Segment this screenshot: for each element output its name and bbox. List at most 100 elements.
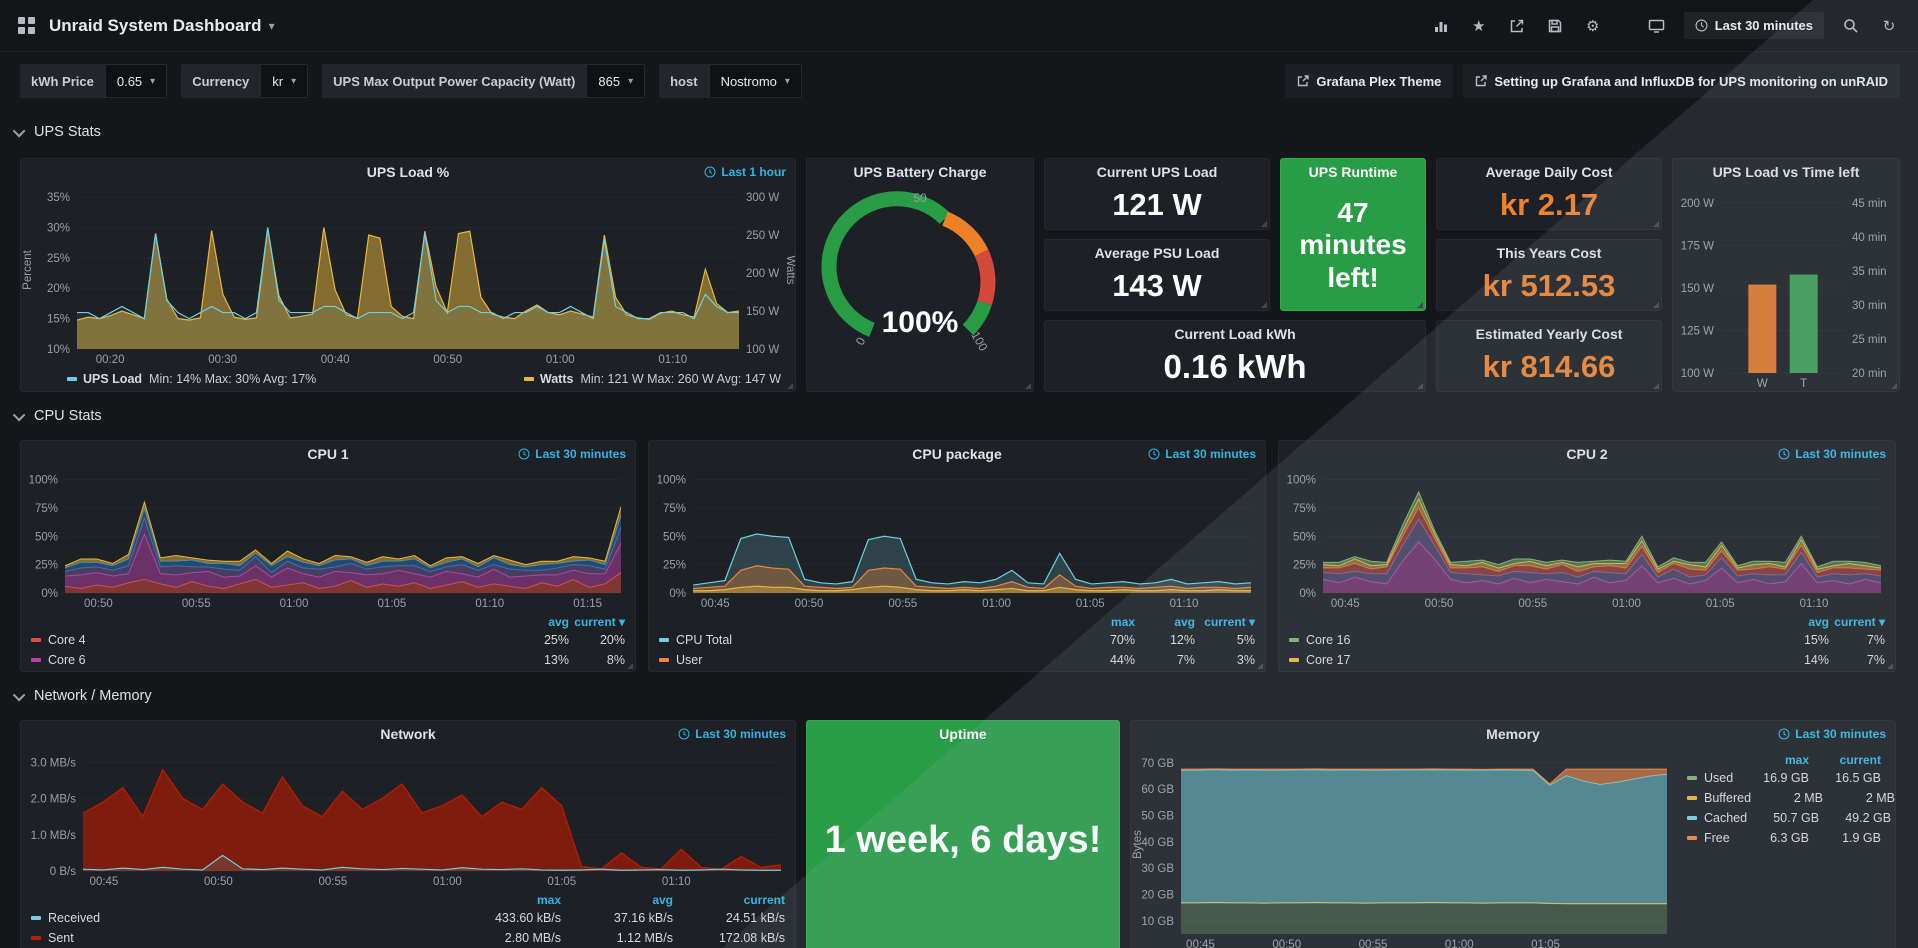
variable-value-dropdown[interactable]: Nostromo ▾ bbox=[708, 64, 802, 98]
panel-ups-battery-charge: UPS Battery Charge 0 50 100 100% bbox=[806, 158, 1034, 392]
svg-text:00:50: 00:50 bbox=[84, 598, 113, 610]
svg-text:150 W: 150 W bbox=[746, 306, 779, 318]
variable-label: UPS Max Output Power Capacity (Watt) bbox=[322, 64, 587, 98]
panel-title[interactable]: Average Daily Cost bbox=[1485, 164, 1613, 180]
panel-title[interactable]: Current Load kWh bbox=[1174, 326, 1296, 342]
legend-series-name[interactable]: CPU Total bbox=[659, 633, 1075, 647]
cpu2-graph[interactable]: 0% 25% 50% 75% 100% 00:45 00:50 00:55 01:00 01:05… bbox=[1279, 467, 1895, 611]
legend-column-header[interactable]: avg bbox=[1808, 614, 1829, 629]
time-range-button[interactable]: Last 30 minutes bbox=[1683, 12, 1824, 39]
legend-column-header[interactable]: avg bbox=[652, 892, 673, 907]
star-icon[interactable]: ★ bbox=[1472, 17, 1486, 35]
svg-text:1.0 MB/s: 1.0 MB/s bbox=[31, 830, 77, 842]
legend-series-name[interactable]: Core 16 bbox=[1289, 633, 1773, 647]
series-color-marker bbox=[1687, 796, 1697, 800]
row-header-network-memory[interactable]: Network / Memory bbox=[12, 682, 152, 710]
legend-item[interactable]: Watts Min: 121 W Max: 260 W Avg: 147 W bbox=[523, 372, 781, 386]
dashboard-link-setup-guide[interactable]: Setting up Grafana and InfluxDB for UPS … bbox=[1463, 64, 1900, 98]
legend-series-name[interactable]: Buffered bbox=[1687, 791, 1751, 805]
panel-title[interactable]: UPS Runtime bbox=[1308, 164, 1398, 180]
series-color-marker bbox=[1687, 836, 1697, 840]
panel-title[interactable]: Memory bbox=[1486, 726, 1540, 742]
chevron-down-icon: ▾ bbox=[628, 75, 634, 87]
legend-column-header[interactable]: current bbox=[1839, 752, 1881, 767]
svg-text:01:10: 01:10 bbox=[658, 354, 687, 366]
ups-vs-time-bar-chart[interactable]: 100 W 125 W 150 W 175 W 200 W 20 min 25 min 30 … bbox=[1673, 183, 1899, 391]
ups-load-graph[interactable]: 10% 15% 20% 25% 30% 35% 100 W 150 W 200 W 250 W 30… bbox=[21, 183, 796, 367]
legend-column-header[interactable]: current bbox=[743, 892, 785, 907]
svg-text:01:10: 01:10 bbox=[475, 598, 504, 610]
panel-title[interactable]: CPU package bbox=[912, 446, 1002, 462]
panel-title[interactable]: UPS Battery Charge bbox=[853, 164, 987, 180]
panel-title[interactable]: Estimated Yearly Cost bbox=[1475, 326, 1623, 342]
legend-row: CPU Total 70% 12% 5% bbox=[649, 630, 1265, 650]
cpu1-graph[interactable]: 0% 25% 50% 75% 100% 00:50 00:55 01:00 01:05 01:10… bbox=[21, 467, 635, 611]
svg-text:00:40: 00:40 bbox=[321, 354, 350, 366]
legend-series-name[interactable]: Used bbox=[1687, 771, 1737, 785]
svg-text:150 W: 150 W bbox=[1681, 283, 1714, 295]
share-icon[interactable] bbox=[1506, 15, 1528, 37]
row-header-ups-stats[interactable]: UPS Stats bbox=[12, 118, 101, 146]
panel-title[interactable]: This Years Cost bbox=[1496, 245, 1602, 261]
add-panel-icon[interactable] bbox=[1430, 15, 1452, 37]
legend-series-name[interactable]: User bbox=[659, 653, 1075, 667]
legend-value: 7% bbox=[1176, 653, 1195, 667]
legend-column-header[interactable]: avg bbox=[1174, 614, 1195, 629]
panel-title[interactable]: CPU 1 bbox=[307, 446, 349, 462]
svg-text:175 W: 175 W bbox=[1681, 240, 1714, 252]
row-header-cpu-stats[interactable]: CPU Stats bbox=[12, 402, 102, 430]
cpu-package-graph[interactable]: 0% 25% 50% 75% 100% 00:45 00:50 00:55 01:00 01:05… bbox=[649, 467, 1265, 611]
svg-text:30 GB: 30 GB bbox=[1141, 863, 1174, 875]
time-override-badge: Last 30 minutes bbox=[678, 727, 786, 741]
cpu2-legend: avg current ▾ Core 16 15% 7% Core 17 14% 7% bbox=[1279, 613, 1895, 670]
legend-column-header[interactable]: current ▾ bbox=[574, 614, 625, 629]
legend-series-name[interactable]: Free bbox=[1687, 831, 1737, 845]
legend-column-header[interactable]: avg bbox=[548, 614, 569, 629]
legend-item[interactable]: UPS Load Min: 14% Max: 30% Avg: 17% bbox=[67, 372, 316, 386]
legend-row: Received 433.60 kB/s 37.16 kB/s 24.51 kB/s bbox=[21, 908, 795, 928]
legend-column-header[interactable]: max bbox=[1110, 614, 1135, 629]
panel-title[interactable]: Uptime bbox=[939, 726, 987, 742]
legend-column-header[interactable]: max bbox=[1784, 752, 1809, 767]
variable-value-dropdown[interactable]: kr ▾ bbox=[260, 64, 309, 98]
cycle-view-monitor-icon[interactable] bbox=[1646, 15, 1668, 37]
dashboard-link-plex-theme[interactable]: Grafana Plex Theme bbox=[1285, 64, 1454, 98]
svg-text:Percent: Percent bbox=[22, 249, 34, 289]
legend-column-header[interactable]: max bbox=[536, 892, 561, 907]
panel-title[interactable]: CPU 2 bbox=[1566, 446, 1608, 462]
legend-series-name[interactable]: Received bbox=[31, 911, 449, 925]
legend-series-name[interactable]: Cached bbox=[1687, 811, 1747, 825]
panel-title[interactable]: UPS Load vs Time left bbox=[1712, 164, 1860, 180]
variable-value-dropdown[interactable]: 0.65 ▾ bbox=[104, 64, 168, 98]
panel-title[interactable]: Network bbox=[380, 726, 436, 742]
panel-memory: Memory Last 30 minutes 10 GB 20 GB 30 GB 40… bbox=[1130, 720, 1896, 948]
search-icon[interactable] bbox=[1840, 15, 1862, 37]
legend-column-header[interactable]: current ▾ bbox=[1834, 614, 1885, 629]
apps-grid-icon[interactable] bbox=[18, 17, 35, 34]
svg-text:15%: 15% bbox=[47, 314, 70, 326]
legend-value: 14% bbox=[1803, 653, 1829, 667]
panel-title[interactable]: Current UPS Load bbox=[1096, 164, 1218, 180]
legend-series-name[interactable]: Core 6 bbox=[31, 653, 513, 667]
chart-canvas: 100 W 125 W 150 W 175 W 200 W 20 min 25 min 30 … bbox=[1681, 198, 1887, 390]
panel-average-psu-load: Average PSU Load 143 W bbox=[1044, 239, 1270, 311]
save-icon[interactable] bbox=[1544, 15, 1566, 37]
panel-cpu-package: CPU package Last 30 minutes 0% 25% 50% 75% 1… bbox=[648, 440, 1266, 672]
legend-series-name[interactable]: Core 17 bbox=[1289, 653, 1773, 667]
legend-column-header[interactable]: current ▾ bbox=[1204, 614, 1255, 629]
ups-battery-gauge[interactable]: 0 50 100 100% bbox=[807, 185, 1033, 391]
svg-text:01:05: 01:05 bbox=[1706, 598, 1735, 610]
network-graph[interactable]: 0 B/s 1.0 MB/s 2.0 MB/s 3.0 MB/s 00:45 00:50 0… bbox=[21, 747, 795, 889]
legend-series-name[interactable]: Sent bbox=[31, 931, 449, 945]
variable-label: kWh Price bbox=[20, 64, 105, 98]
settings-gear-icon[interactable]: ⚙ bbox=[1586, 17, 1600, 35]
refresh-icon[interactable]: ↻ bbox=[1882, 17, 1896, 35]
panel-title[interactable]: UPS Load % bbox=[366, 164, 450, 180]
dashboard-title[interactable]: Unraid System Dashboard bbox=[49, 15, 262, 35]
legend-value: 2.80 MB/s bbox=[504, 931, 561, 945]
legend-series-name[interactable]: Core 4 bbox=[31, 633, 513, 647]
svg-text:01:00: 01:00 bbox=[433, 876, 462, 888]
memory-graph[interactable]: 10 GB 20 GB 30 GB 40 GB 50 GB 60 GB 70 GB 00:45… bbox=[1131, 747, 1677, 948]
variable-value-dropdown[interactable]: 865 ▾ bbox=[586, 64, 646, 98]
panel-title[interactable]: Average PSU Load bbox=[1094, 245, 1220, 261]
